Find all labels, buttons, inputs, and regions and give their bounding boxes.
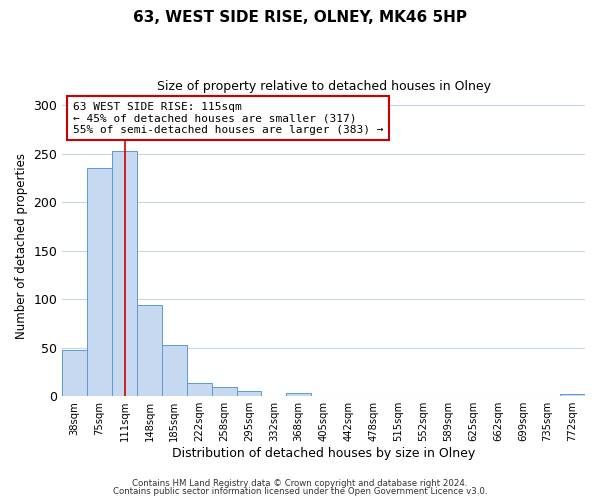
- Bar: [560, 394, 585, 396]
- Y-axis label: Number of detached properties: Number of detached properties: [15, 153, 28, 339]
- X-axis label: Distribution of detached houses by size in Olney: Distribution of detached houses by size …: [172, 447, 475, 460]
- Bar: [236, 392, 262, 396]
- Text: Contains HM Land Registry data © Crown copyright and database right 2024.: Contains HM Land Registry data © Crown c…: [132, 478, 468, 488]
- Text: 63, WEST SIDE RISE, OLNEY, MK46 5HP: 63, WEST SIDE RISE, OLNEY, MK46 5HP: [133, 10, 467, 25]
- Title: Size of property relative to detached houses in Olney: Size of property relative to detached ho…: [157, 80, 491, 93]
- Bar: [62, 350, 87, 396]
- Text: 63 WEST SIDE RISE: 115sqm
← 45% of detached houses are smaller (317)
55% of semi: 63 WEST SIDE RISE: 115sqm ← 45% of detac…: [73, 102, 383, 135]
- Text: Contains public sector information licensed under the Open Government Licence v3: Contains public sector information licen…: [113, 487, 487, 496]
- Bar: [286, 394, 311, 396]
- Bar: [212, 388, 236, 396]
- Bar: [187, 382, 212, 396]
- Bar: [137, 305, 162, 396]
- Bar: [87, 168, 112, 396]
- Bar: [112, 151, 137, 396]
- Bar: [162, 345, 187, 396]
